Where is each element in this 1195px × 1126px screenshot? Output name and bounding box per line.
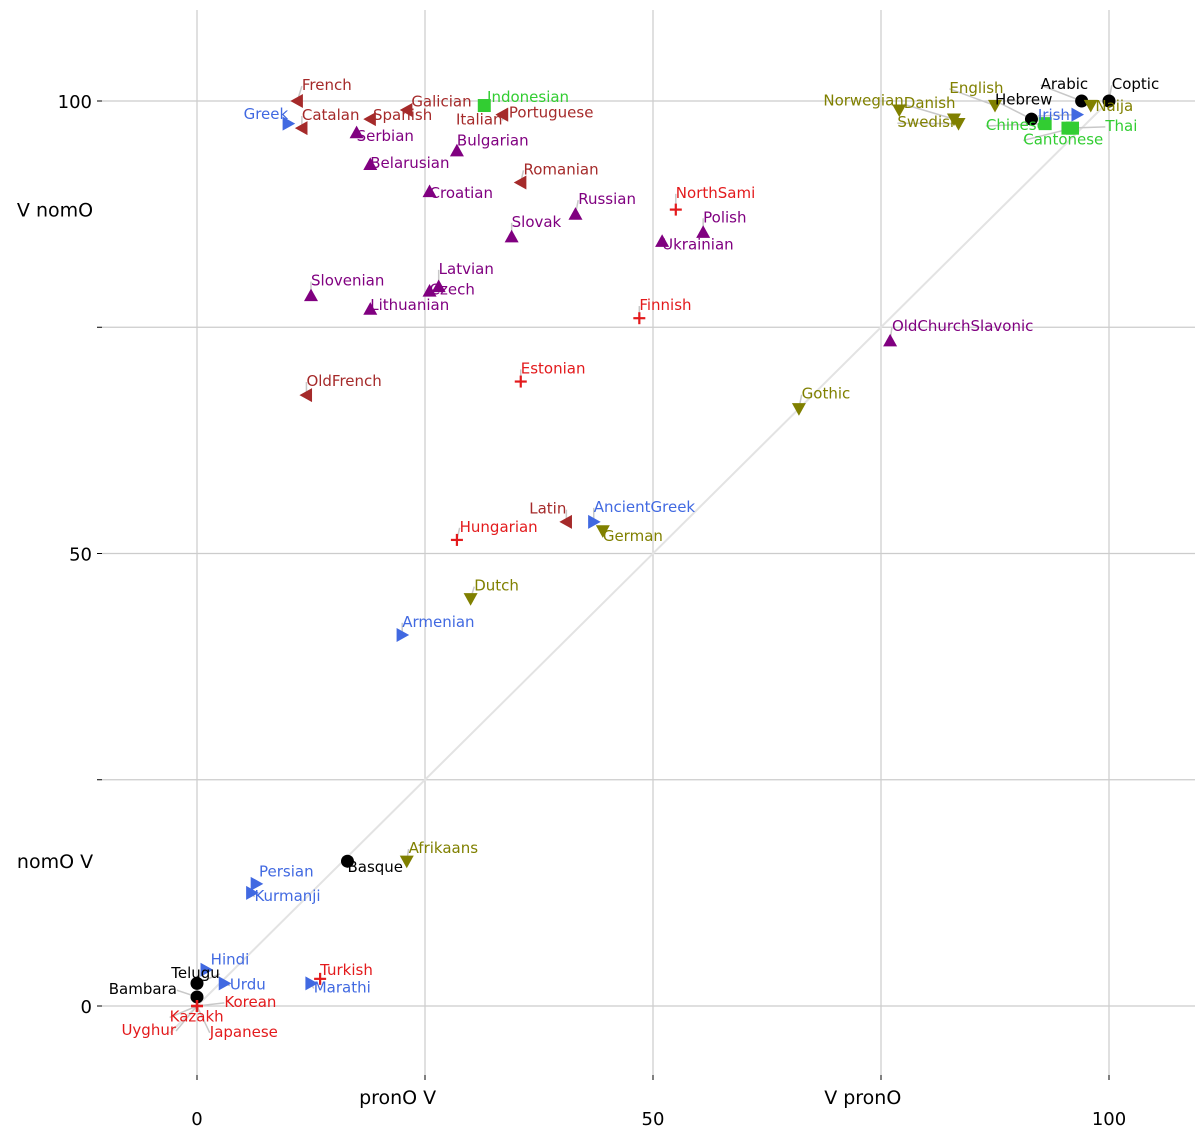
label-arabic: Arabic	[1041, 75, 1089, 93]
x-tick-label: 100	[1092, 1109, 1126, 1126]
label-belarusian: Belarusian	[370, 154, 449, 172]
label-spanish: Spanish	[373, 106, 432, 124]
label-slovenian: Slovenian	[311, 272, 384, 290]
label-coptic: Coptic	[1112, 75, 1159, 93]
label-korean: Korean	[224, 993, 276, 1011]
y-tick-label: 0	[81, 997, 92, 1018]
label-armenian: Armenian	[402, 613, 474, 631]
y-tick-label: 50	[69, 545, 92, 566]
label-slovak: Slovak	[512, 213, 562, 231]
label-german: German	[603, 527, 663, 545]
x-category-label: pronO V	[359, 1087, 436, 1109]
label-hungarian: Hungarian	[460, 518, 538, 536]
point-northsami	[670, 204, 682, 216]
label-catalan: Catalan	[302, 106, 360, 124]
label-ukrainian: Ukrainian	[662, 235, 734, 253]
point-oldchurchslavonic	[883, 334, 897, 347]
label-romanian: Romanian	[523, 160, 598, 178]
label-italian: Italian	[456, 111, 503, 129]
label-bulgarian: Bulgarian	[457, 131, 529, 149]
label-turkish: Turkish	[319, 961, 373, 979]
label-uyghur: Uyghur	[121, 1021, 176, 1039]
point-dutch	[464, 593, 478, 606]
label-ancientgreek: AncientGreek	[594, 498, 696, 516]
y-category-label: nomO V	[17, 851, 93, 873]
label-oldfrench: OldFrench	[306, 372, 381, 390]
label-norwegian: Norwegian	[823, 92, 903, 110]
label-afrikaans: Afrikaans	[409, 839, 479, 857]
label-serbian: Serbian	[357, 127, 414, 145]
y-tick-label: 100	[58, 92, 92, 113]
label-marathi: Marathi	[314, 978, 371, 996]
y-category-label: V nomO	[17, 200, 93, 222]
label-dutch: Dutch	[474, 577, 519, 595]
label-oldchurchslavonic: OldChurchSlavonic	[892, 317, 1033, 335]
label-urdu: Urdu	[230, 976, 266, 994]
label-naija: Naija	[1095, 97, 1133, 115]
label-persian: Persian	[259, 863, 314, 881]
label-estonian: Estonian	[521, 359, 586, 377]
label-greek: Greek	[244, 105, 289, 123]
label-japanese: Japanese	[209, 1023, 278, 1041]
label-lithuanian: Lithuanian	[370, 296, 449, 314]
label-latin: Latin	[529, 500, 566, 518]
x-tick-label: 0	[191, 1109, 202, 1126]
label-finnish: Finnish	[639, 296, 691, 314]
point-irish	[1071, 108, 1084, 122]
point-slovenian	[304, 289, 318, 302]
label-bambara: Bambara	[109, 980, 177, 998]
label-northsami: NorthSami	[676, 184, 755, 202]
point-slovak	[505, 230, 519, 243]
data-labels: French Galician Indonesian Greek Catalan Span…	[109, 75, 1159, 1041]
x-category-label: V pronO	[824, 1087, 901, 1109]
label-french: French	[302, 76, 352, 94]
label-croatian: Croatian	[430, 184, 493, 202]
x-tick-label: 50	[642, 1109, 665, 1126]
label-kurmanji: Kurmanji	[254, 887, 320, 905]
label-portuguese: Portuguese	[509, 103, 594, 121]
label-swedish: Swedish	[897, 113, 959, 131]
label-cantonese: Cantonese	[1023, 130, 1103, 148]
label-latvian: Latvian	[439, 260, 494, 278]
label-basque: Basque	[347, 858, 403, 876]
label-polish: Polish	[703, 208, 746, 226]
label-thai: Thai	[1104, 117, 1137, 135]
label-danish: Danish	[904, 94, 956, 112]
label-gothic: Gothic	[802, 385, 851, 403]
label-telugu: Telugu	[170, 964, 220, 982]
point-russian	[568, 207, 582, 220]
label-russian: Russian	[578, 190, 636, 208]
